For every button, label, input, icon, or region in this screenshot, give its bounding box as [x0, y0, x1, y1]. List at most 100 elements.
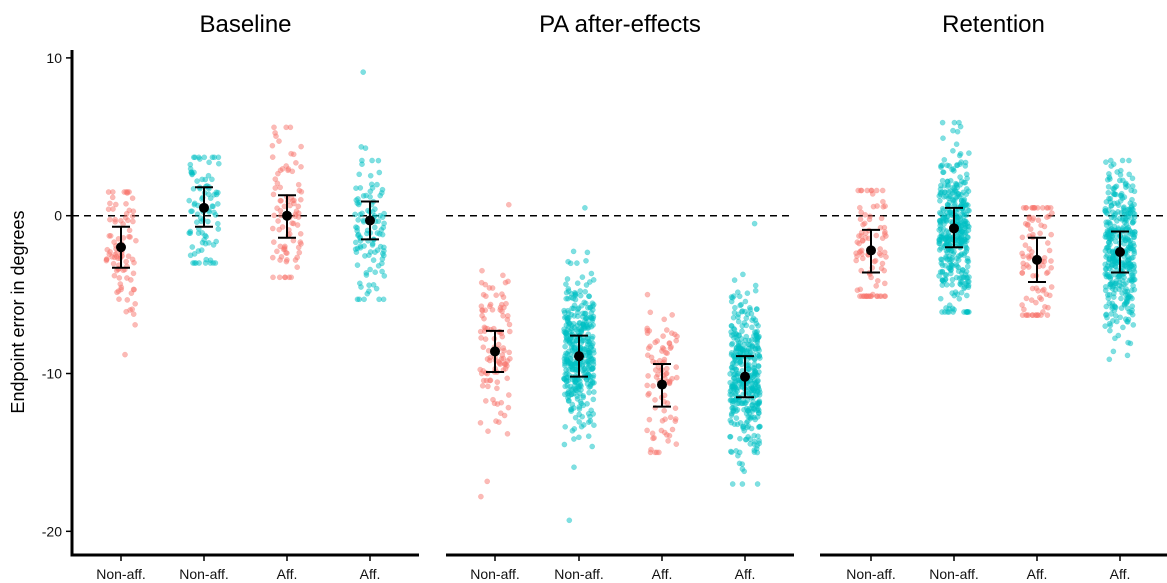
data-point	[1124, 235, 1131, 242]
data-point	[584, 341, 591, 347]
x-tick-label: Non-aff.	[179, 566, 229, 582]
data-point	[749, 324, 755, 331]
data-point	[954, 215, 961, 221]
data-point	[352, 211, 358, 218]
data-point	[499, 333, 506, 340]
data-point	[205, 172, 212, 179]
data-point	[881, 249, 888, 256]
data-point	[376, 169, 383, 176]
data-point	[1102, 323, 1109, 329]
data-point	[1103, 198, 1110, 205]
data-point	[478, 493, 484, 500]
data-point	[125, 217, 131, 224]
data-point	[957, 150, 964, 157]
data-point	[576, 419, 583, 425]
data-point	[500, 345, 507, 351]
data-point	[741, 319, 748, 326]
data-point	[1116, 215, 1123, 222]
data-point	[752, 385, 759, 392]
data-point	[860, 221, 866, 228]
data-point	[946, 163, 953, 169]
data-point	[294, 264, 301, 271]
data-point	[503, 361, 509, 367]
data-point	[958, 274, 965, 281]
data-point	[482, 281, 489, 288]
data-point	[673, 364, 680, 370]
data-point	[568, 294, 574, 301]
data-point	[505, 392, 512, 398]
data-point	[124, 189, 131, 195]
data-point	[211, 191, 217, 198]
data-point	[374, 181, 380, 188]
mean-point	[1032, 254, 1042, 265]
data-point	[505, 201, 512, 208]
data-point	[195, 248, 202, 254]
data-point	[381, 273, 388, 279]
data-point	[124, 275, 130, 281]
data-point	[129, 256, 136, 263]
data-point	[1107, 327, 1113, 334]
data-point	[361, 243, 367, 249]
data-point	[751, 355, 758, 362]
data-point	[498, 356, 505, 362]
data-point	[645, 345, 652, 352]
x-tick-label: Aff.	[735, 566, 756, 582]
data-point	[1048, 284, 1055, 290]
data-point	[583, 257, 589, 264]
data-point	[1128, 287, 1135, 294]
data-point	[879, 187, 886, 194]
data-point	[1129, 175, 1136, 182]
data-point	[367, 188, 374, 195]
data-point	[109, 194, 116, 201]
data-point	[489, 306, 496, 313]
data-point	[128, 290, 135, 297]
data-point	[728, 341, 735, 348]
data-point	[271, 124, 277, 131]
data-point	[124, 297, 131, 303]
data-point	[1023, 295, 1030, 302]
data-point	[943, 281, 950, 288]
data-point	[963, 268, 970, 275]
data-point	[282, 274, 288, 281]
data-point	[1025, 264, 1032, 270]
data-point	[278, 197, 284, 204]
data-point	[297, 230, 304, 237]
data-point	[574, 280, 581, 287]
mean-point	[490, 346, 500, 357]
data-point	[1043, 291, 1050, 298]
data-point	[566, 517, 573, 524]
data-point	[1041, 223, 1048, 230]
data-point	[940, 207, 947, 214]
data-point	[569, 376, 576, 383]
data-point	[644, 291, 651, 298]
data-point	[362, 145, 369, 151]
data-point	[588, 323, 595, 330]
data-point	[127, 307, 133, 313]
data-point	[504, 375, 511, 382]
data-point	[1124, 352, 1131, 359]
data-point	[872, 257, 879, 264]
data-point	[650, 383, 656, 389]
data-point	[295, 214, 302, 220]
mean-point	[740, 371, 750, 382]
data-point	[727, 391, 734, 398]
data-point	[1113, 191, 1119, 198]
data-point	[1112, 238, 1119, 245]
data-point	[660, 333, 666, 339]
panel-title: Baseline	[199, 11, 291, 38]
data-point	[111, 272, 118, 279]
data-point	[1029, 312, 1036, 318]
data-point	[190, 185, 197, 192]
data-point	[298, 143, 304, 150]
data-point	[581, 299, 588, 306]
data-point	[658, 427, 665, 434]
data-point	[672, 405, 679, 412]
data-point	[377, 212, 383, 219]
data-point	[275, 170, 281, 177]
data-point	[750, 399, 756, 405]
data-point	[354, 200, 361, 207]
data-point	[662, 416, 668, 423]
data-point	[740, 425, 747, 431]
data-point	[650, 435, 656, 442]
data-point	[964, 258, 971, 264]
